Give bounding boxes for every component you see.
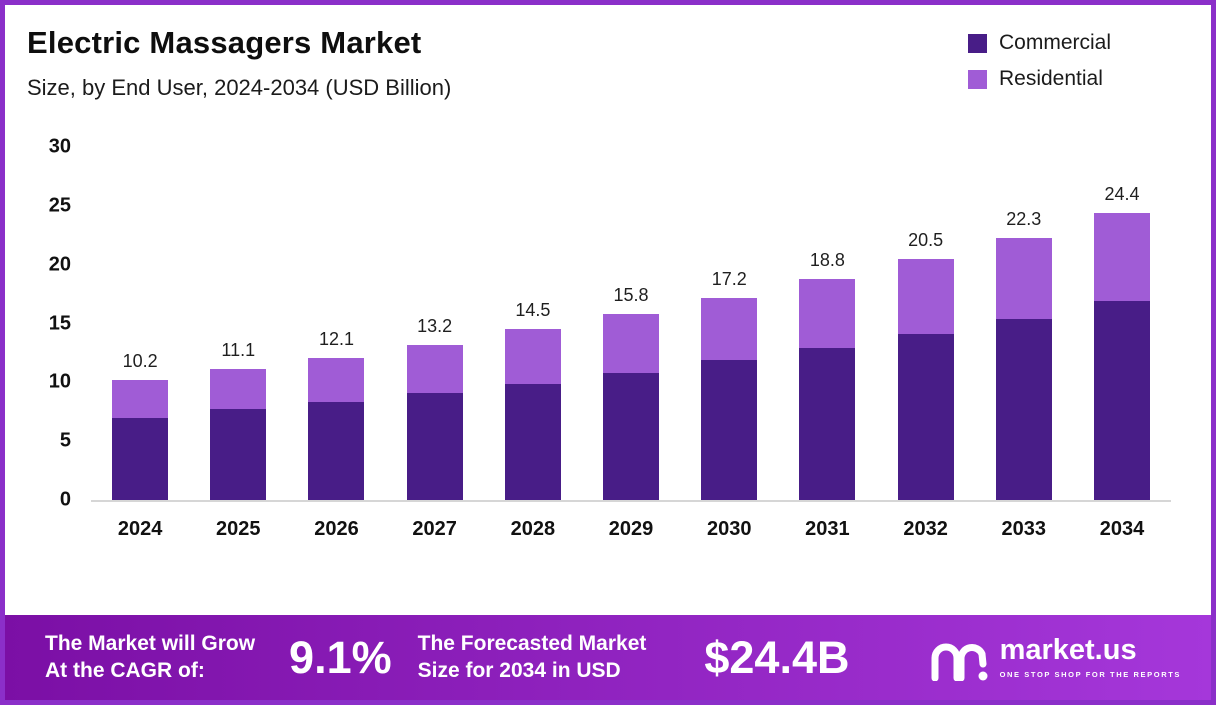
bar-column: 10.2 (91, 147, 189, 500)
stacked-bar-chart: 0 5 10 15 20 25 30 10.2 11.1 12.1 13.2 14.5 15.8 17.… (5, 136, 1211, 541)
bar-total-label: 11.1 (221, 340, 256, 361)
legend-item-commercial: Commercial (967, 31, 1111, 55)
bars-container: 10.2 11.1 12.1 13.2 14.5 15.8 17.2 18.8 20.5 22.3… (91, 147, 1171, 500)
bar-total-label: 13.2 (417, 315, 453, 336)
bar-segment-residential (995, 237, 1052, 319)
bar-segment-residential (112, 380, 169, 418)
y-tick-label: 20 (48, 253, 71, 276)
bar-segment-commercial (504, 383, 561, 500)
bar-total-label: 22.3 (1006, 208, 1042, 229)
bar-total-label: 17.2 (711, 268, 747, 289)
bar-total-label: 18.8 (809, 249, 845, 270)
legend-label: Residential (998, 67, 1103, 90)
x-tick-label: 2031 (805, 518, 850, 540)
y-tick-label: 15 (48, 312, 71, 334)
bar-segment-residential (1093, 212, 1150, 302)
bar-segment-commercial (210, 409, 267, 500)
x-tick-label: 2032 (903, 518, 948, 540)
bar-column: 20.5 (877, 147, 975, 500)
bar-column: 13.2 (386, 147, 484, 500)
y-tick-label: 25 (48, 194, 71, 217)
footer-banner: The Market will Grow At the CAGR of: 9.1… (5, 615, 1211, 700)
bar-total-label: 14.5 (515, 300, 551, 321)
bar-segment-commercial (897, 334, 954, 500)
page-title: Electric Massagers Market (27, 25, 422, 60)
legend: Commercial Residential (967, 31, 1111, 91)
x-tick-label: 2034 (1099, 518, 1145, 540)
bar-column: 15.8 (582, 147, 680, 500)
bar-column: 22.3 (975, 147, 1073, 500)
legend-item-residential: Residential (967, 67, 1111, 91)
legend-label: Commercial (998, 31, 1111, 54)
forecast-label-line2: Size for 2034 in USD (417, 658, 621, 682)
x-tick-label: 2025 (216, 518, 261, 540)
bar-segment-residential (210, 369, 267, 410)
bar-segment-commercial (995, 318, 1052, 500)
x-axis: 2024 2025 2026 2027 2028 2029 2030 2031 2032 2033… (91, 518, 1171, 541)
bar-column: 11.1 (189, 147, 287, 500)
bar-total-label: 15.8 (613, 285, 649, 306)
bar-segment-residential (603, 314, 660, 373)
cagr-value: 9.1% (289, 631, 392, 683)
cagr-label-line1: The Market will Grow (45, 632, 256, 656)
legend-swatch (967, 69, 987, 89)
x-tick-label: 2027 (412, 518, 457, 540)
bar-segment-commercial (603, 372, 660, 500)
x-tick-label: 2029 (608, 518, 654, 540)
bar-segment-residential (799, 278, 856, 349)
brand-logo[interactable]: market.us ONE STOP SHOP FOR THE REPORTS (930, 635, 1181, 681)
forecast-label-line1: The Forecasted Market (417, 632, 647, 656)
title-block: Electric Massagers Market Size, by End U… (27, 25, 451, 101)
bar-total-label: 12.1 (318, 328, 354, 349)
x-tick-label: 2030 (706, 518, 752, 540)
bar-segment-commercial (1093, 301, 1150, 500)
bar-segment-commercial (701, 359, 758, 500)
bar-segment-residential (308, 357, 365, 403)
bar-total-label: 24.4 (1104, 183, 1140, 204)
plot-area: 0 5 10 15 20 25 30 10.2 11.1 12.1 13.2 14.5 15.8 17.… (49, 136, 1171, 511)
chart-header: Electric Massagers Market Size, by End U… (5, 5, 1211, 101)
brand-name: market.us (999, 634, 1137, 666)
cagr-label-line2: At the CAGR of: (45, 658, 205, 682)
brand-tagline: ONE STOP SHOP FOR THE REPORTS (999, 670, 1181, 679)
marketus-logo-icon (931, 643, 988, 681)
bar-segment-commercial (406, 392, 463, 500)
x-tick-label: 2033 (1001, 518, 1047, 540)
bar-column: 14.5 (484, 147, 582, 500)
bar-total-label: 20.5 (908, 229, 944, 250)
bar-total-label: 10.2 (122, 351, 158, 371)
page-subtitle: Size, by End User, 2024-2034 (USD Billio… (27, 75, 452, 100)
y-tick-label: 30 (48, 135, 71, 158)
bar-segment-commercial (308, 402, 365, 500)
bar-column: 17.2 (680, 147, 778, 500)
x-tick-label: 2028 (510, 518, 556, 540)
bar-segment-residential (504, 329, 561, 384)
cagr-label: The Market will Grow At the CAGR of: (45, 631, 255, 684)
brand-text: market.us ONE STOP SHOP FOR THE REPORTS (999, 634, 1181, 680)
bar-segment-commercial (799, 348, 856, 500)
bar-column: 18.8 (778, 147, 876, 500)
bar-column: 24.4 (1073, 147, 1171, 500)
bar-column: 12.1 (287, 147, 385, 500)
bar-segment-residential (701, 297, 758, 360)
x-tick-label: 2026 (314, 518, 359, 540)
bar-segment-residential (406, 344, 463, 393)
forecast-label: The Forecasted Market Size for 2034 in U… (418, 631, 647, 684)
y-tick-label: 0 (59, 488, 71, 511)
y-tick-label: 5 (59, 429, 71, 452)
bar-segment-residential (897, 258, 954, 335)
x-tick-label: 2024 (117, 518, 163, 540)
bar-segment-commercial (112, 417, 169, 500)
legend-swatch (967, 33, 987, 53)
forecast-value: $24.4B (704, 631, 850, 683)
y-tick-label: 10 (48, 370, 71, 393)
